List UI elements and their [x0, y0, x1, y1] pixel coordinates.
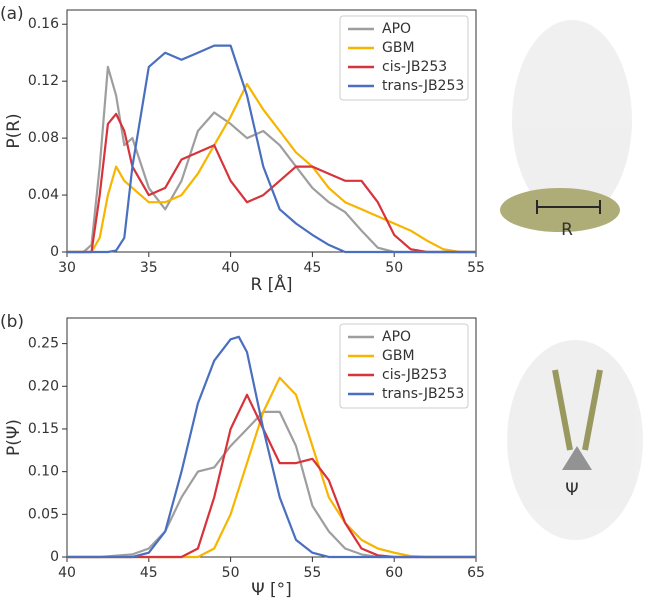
- x-tick-label: 30: [58, 260, 76, 276]
- x-tick-label: 55: [303, 565, 321, 581]
- x-axis-label: Ψ [°]: [251, 580, 292, 600]
- legend-label: GBM: [382, 40, 415, 56]
- protein-a: [500, 20, 632, 232]
- series-line: [67, 112, 476, 254]
- y-tick-label: 0.15: [28, 421, 59, 437]
- y-tick-label: 0.20: [28, 378, 59, 394]
- x-tick-label: 55: [467, 260, 485, 276]
- series-line: [67, 393, 476, 559]
- x-tick-label: 45: [303, 260, 321, 276]
- panel-label: (b): [0, 312, 24, 332]
- plot-frame: [66, 317, 477, 558]
- x-tick-label: 50: [222, 565, 240, 581]
- protein-b: [507, 340, 643, 540]
- plot-frame: [66, 9, 477, 253]
- y-tick-label: 0.10: [28, 464, 59, 480]
- legend-label: cis-JB253: [382, 59, 447, 75]
- x-tick-label: 60: [385, 565, 403, 581]
- y-tick-label: 0.25: [28, 336, 59, 352]
- x-tick-label: 65: [467, 565, 485, 581]
- image-annotation: Ψ: [565, 480, 578, 500]
- series-line: [67, 410, 476, 559]
- y-tick-label: 0.08: [28, 130, 59, 146]
- legend-label: trans-JB253: [382, 78, 464, 94]
- series-line: [67, 82, 476, 254]
- y-axis-label: P(Ψ): [4, 419, 24, 456]
- panel-label: (a): [0, 4, 24, 24]
- y-axis-label: P(R): [4, 113, 24, 148]
- image-annotation: R: [561, 220, 573, 240]
- y-tick-label: 0.04: [28, 187, 59, 203]
- x-tick-label: 40: [222, 260, 240, 276]
- legend-label: APO: [382, 329, 411, 345]
- series-line: [67, 44, 476, 254]
- x-tick-label: 50: [385, 260, 403, 276]
- x-tick-label: 40: [58, 565, 76, 581]
- legend-box: [339, 323, 469, 409]
- legend-label: trans-JB253: [382, 386, 464, 402]
- y-tick-label: 0.16: [28, 16, 59, 32]
- y-tick-label: 0: [50, 244, 59, 260]
- legend-label: cis-JB253: [382, 367, 447, 383]
- legend-label: APO: [382, 21, 411, 37]
- y-tick-label: 0: [50, 549, 59, 565]
- y-tick-label: 0.05: [28, 506, 59, 522]
- series-line: [67, 335, 476, 559]
- x-axis-label: R [Å]: [250, 273, 292, 295]
- x-tick-label: 45: [140, 565, 158, 581]
- legend-label: GBM: [382, 348, 415, 364]
- x-tick-label: 35: [140, 260, 158, 276]
- y-tick-label: 0.12: [28, 73, 59, 89]
- legend-box: [339, 15, 469, 101]
